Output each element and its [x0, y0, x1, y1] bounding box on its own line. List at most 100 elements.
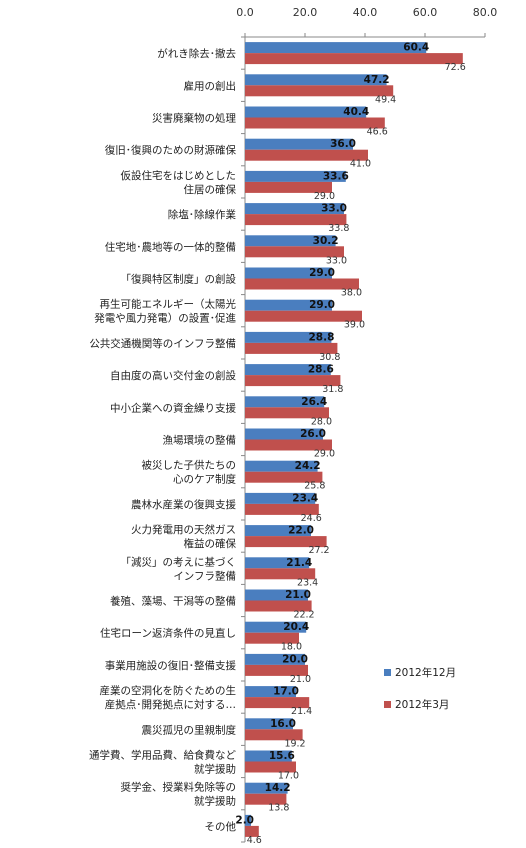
category-label-line: 自由度の高い交付金の創設 — [110, 369, 236, 382]
category-label-line: 通学費、学用品費、給食費など — [89, 749, 236, 762]
category-label-line: 被災した子供たちの — [142, 459, 237, 472]
bar-series-1 — [245, 557, 310, 569]
category-label-line: 発電や風力発電）の設置･促進 — [94, 312, 236, 325]
category-label-line: 漁場環境の整備 — [163, 434, 237, 447]
bar-series-2 — [245, 503, 319, 515]
category-label: 中小企業への資金繰り支援 — [110, 401, 236, 414]
category-label-line: 奨学金、授業料免除等の — [121, 781, 237, 794]
bar-series-1 — [245, 396, 325, 408]
category-label: 除塩･除線作業 — [168, 208, 237, 221]
category-label-line: 産業の空洞化を防ぐための生 — [100, 684, 237, 697]
category-label: 事業用施設の復旧･整備支援 — [105, 659, 237, 672]
bar-series-1 — [245, 492, 316, 504]
category-label-line: がれき除去･撤去 — [157, 47, 236, 60]
category-label: 公共交通機関等のインフラ整備 — [89, 337, 236, 350]
category-label: その他 — [205, 820, 237, 833]
data-label-series-2: 39.0 — [344, 320, 365, 331]
bar-series-2 — [245, 664, 308, 676]
bar-layer — [245, 42, 463, 837]
category-label-line: 住宅地･農地等の一体的整備 — [105, 240, 236, 253]
category-label: 雇用の創出 — [184, 79, 237, 92]
bar-series-1 — [245, 299, 332, 311]
category-label: 産業の空洞化を防ぐための生産拠点･開発拠点に対する… — [100, 684, 237, 711]
bar-series-2 — [245, 85, 394, 97]
bar-series-1 — [245, 364, 331, 376]
bar-series-2 — [245, 729, 303, 741]
x-tick-label: 0.0 — [236, 6, 254, 19]
data-label-series-1: 17.0 — [273, 686, 299, 698]
category-label-line: 就学援助 — [194, 795, 236, 808]
category-label-line: 住宅ローン返済条件の見直し — [100, 627, 236, 640]
bar-series-2 — [245, 407, 329, 419]
data-label-series-1: 29.0 — [309, 267, 335, 279]
category-label-line: 養殖、藻場、干潟等の整備 — [110, 595, 236, 608]
category-label: 復旧･復興のための財源確保 — [105, 144, 237, 157]
bar-series-2 — [245, 214, 347, 226]
x-tick-label: 80.0 — [473, 6, 498, 19]
data-label-series-2: 13.8 — [268, 803, 289, 814]
bar-series-2 — [245, 600, 312, 612]
data-label-series-2: 25.8 — [304, 481, 325, 492]
x-tick-label: 60.0 — [413, 6, 438, 19]
label-layer: 60.4 72.6 47.2 49.4 40.4 46.6 36.0 41.033.6 29.0… — [235, 42, 465, 846]
data-label-series-2: 46.6 — [367, 127, 388, 138]
category-label-line: インフラ整備 — [173, 569, 236, 582]
legend-label: 2012年3月 — [395, 698, 449, 711]
bar-series-2 — [245, 181, 332, 193]
category-label: 自由度の高い交付金の創設 — [110, 369, 236, 382]
bar-series-1 — [245, 170, 346, 182]
category-label: 「復興特区制度」の創設 — [121, 273, 237, 286]
category-label: 奨学金、授業料免除等の就学援助 — [121, 781, 237, 808]
bar-series-2 — [245, 761, 296, 773]
category-label: 「減災」の考えに基づくインフラ整備 — [121, 555, 237, 582]
data-label-series-2: 22.2 — [293, 610, 314, 621]
data-label-series-2: 21.0 — [290, 674, 311, 685]
bar-series-2 — [245, 149, 368, 161]
data-label-series-2: 28.0 — [311, 416, 332, 427]
category-label: 火力発電用の天然ガス権益の確保 — [131, 523, 236, 550]
bar-series-2 — [245, 793, 287, 805]
category-label-line: 雇用の創出 — [184, 79, 237, 92]
data-label-series-1: 21.4 — [286, 557, 312, 569]
data-label-series-2: 27.2 — [308, 545, 329, 556]
data-label-series-1: 20.4 — [283, 621, 309, 633]
data-label-series-1: 23.4 — [292, 492, 318, 504]
data-label-series-2: 38.0 — [341, 288, 362, 299]
data-label-series-1: 24.2 — [295, 460, 321, 472]
data-label-series-2: 33.0 — [326, 255, 347, 266]
data-label-series-2: 49.4 — [375, 94, 396, 105]
data-label-series-2: 41.0 — [350, 159, 371, 170]
category-label-line: 「復興特区制度」の創設 — [121, 273, 237, 286]
bar-series-1 — [245, 525, 311, 537]
category-label: 通学費、学用品費、給食費など就学援助 — [89, 749, 236, 776]
data-label-series-1: 33.6 — [323, 170, 349, 182]
bar-series-1 — [245, 331, 332, 343]
data-label-series-1: 20.0 — [282, 653, 308, 665]
data-label-series-1: 33.0 — [321, 203, 347, 215]
category-label-line: 権益の確保 — [184, 537, 237, 550]
bar-series-1 — [245, 138, 353, 150]
category-label-line: 心のケア制度 — [173, 473, 236, 486]
bar-series-1 — [245, 782, 288, 794]
bar-series-2 — [245, 697, 310, 709]
category-label: 再生可能エネルギー（太陽光発電や風力発電）の設置･促進 — [94, 298, 236, 325]
bar-series-1 — [245, 235, 336, 247]
category-label-line: 産拠点･開発拠点に対する… — [105, 698, 236, 711]
bar-series-2 — [245, 278, 359, 290]
bar-series-2 — [245, 117, 385, 129]
category-label: 住宅ローン返済条件の見直し — [100, 627, 236, 640]
data-label-series-1: 60.4 — [403, 42, 429, 54]
bar-series-2 — [245, 825, 259, 837]
data-label-series-1: 14.2 — [265, 782, 291, 794]
category-layer: がれき除去･撤去雇用の創出災害廃棄物の処理復旧･復興のための財源確保仮設住宅をは… — [89, 47, 236, 833]
data-label-series-1: 36.0 — [330, 138, 356, 150]
data-label-series-2: 72.6 — [445, 62, 466, 73]
bar-series-1 — [245, 686, 296, 698]
category-label-line: 除塩･除線作業 — [168, 208, 237, 221]
data-label-series-2: 33.8 — [328, 223, 349, 234]
bar-series-1 — [245, 750, 292, 762]
category-label-line: 農林水産業の復興支援 — [131, 498, 236, 511]
x-tick-label: 20.0 — [293, 6, 318, 19]
legend-swatch — [384, 669, 391, 676]
